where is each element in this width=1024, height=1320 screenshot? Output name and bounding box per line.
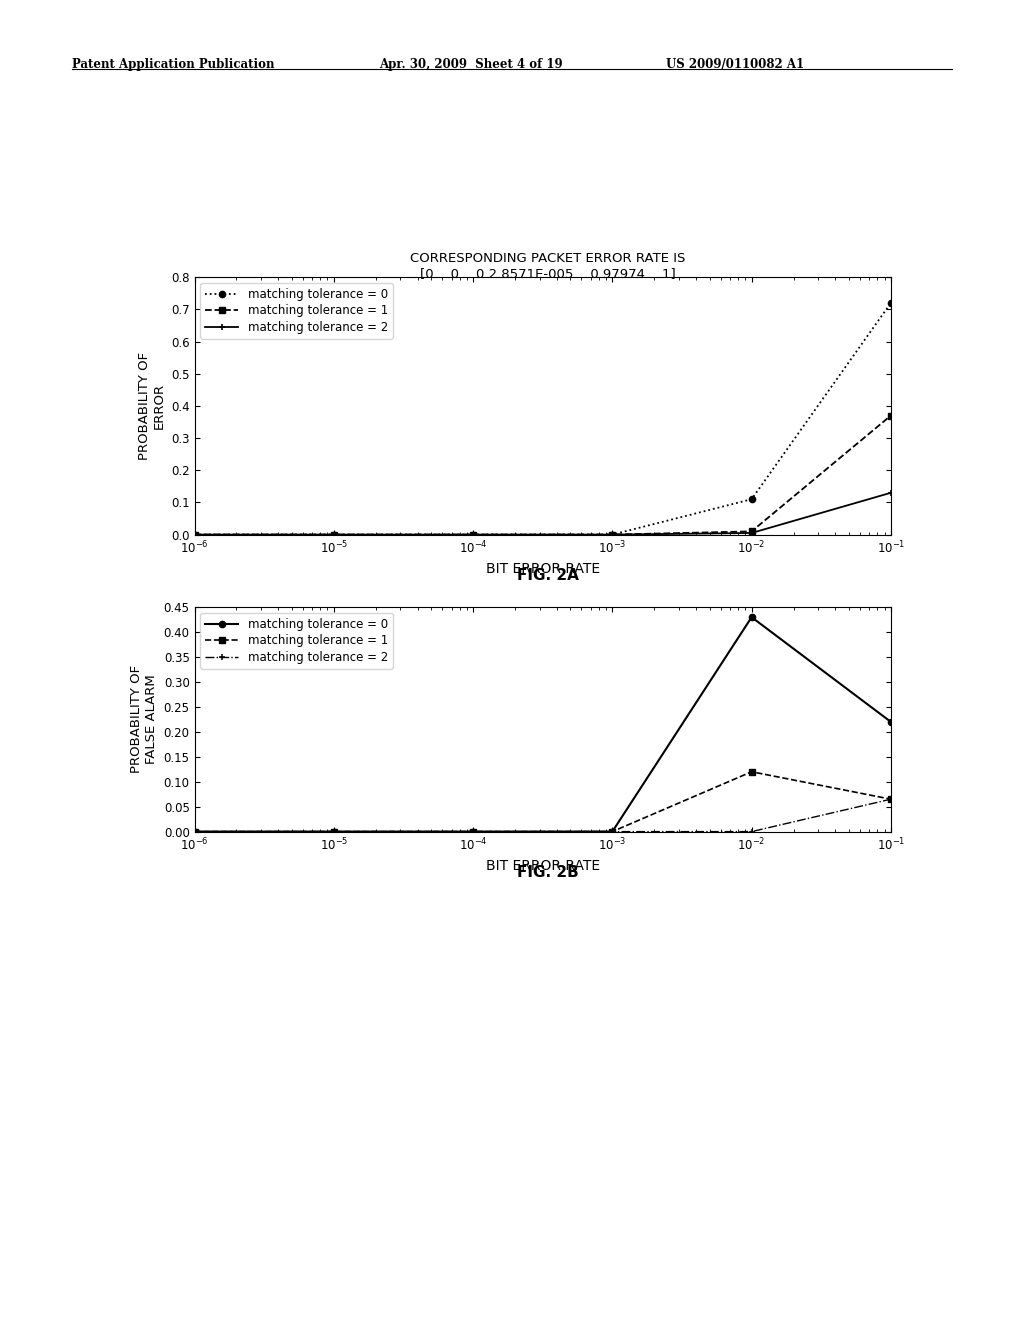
matching tolerance = 2 [467, 824, 479, 840]
Text: Patent Application Publication: Patent Application Publication [72, 58, 274, 71]
matching tolerance = 2 [328, 527, 340, 543]
Legend: matching tolerance = 0, matching tolerance = 1, matching tolerance = 2: matching tolerance = 0, matching toleran… [201, 282, 392, 339]
matching tolerance = 2 [606, 527, 618, 543]
matching tolerance = 2 [745, 525, 758, 541]
Text: Apr. 30, 2009  Sheet 4 of 19: Apr. 30, 2009 Sheet 4 of 19 [379, 58, 562, 71]
matching tolerance = 1 [467, 824, 479, 840]
matching tolerance = 1 [606, 527, 618, 543]
matching tolerance = 0 [885, 714, 897, 730]
Line: matching tolerance = 0: matching tolerance = 0 [191, 300, 894, 537]
matching tolerance = 2 [188, 824, 201, 840]
Text: CORRESPONDING PACKET ERROR RATE IS: CORRESPONDING PACKET ERROR RATE IS [411, 252, 685, 265]
matching tolerance = 0 [467, 527, 479, 543]
Y-axis label: PROBABILITY OF
FALSE ALARM: PROBABILITY OF FALSE ALARM [130, 665, 158, 774]
Line: matching tolerance = 2: matching tolerance = 2 [191, 490, 894, 539]
matching tolerance = 1 [885, 408, 897, 424]
matching tolerance = 0 [467, 824, 479, 840]
Text: US 2009/0110082 A1: US 2009/0110082 A1 [666, 58, 804, 71]
matching tolerance = 0 [328, 824, 340, 840]
Text: FIG. 2A: FIG. 2A [517, 568, 579, 582]
matching tolerance = 0 [606, 527, 618, 543]
Text: [0    0    0 2.8571E-005    0.97974    1]: [0 0 0 2.8571E-005 0.97974 1] [420, 267, 676, 280]
matching tolerance = 1 [606, 824, 618, 840]
matching tolerance = 2 [467, 527, 479, 543]
matching tolerance = 0 [745, 610, 758, 626]
matching tolerance = 0 [885, 296, 897, 312]
matching tolerance = 1 [745, 764, 758, 780]
matching tolerance = 1 [885, 791, 897, 807]
matching tolerance = 1 [328, 527, 340, 543]
matching tolerance = 0 [606, 824, 618, 840]
Y-axis label: PROBABILITY OF
ERROR: PROBABILITY OF ERROR [137, 352, 166, 459]
matching tolerance = 0 [328, 527, 340, 543]
matching tolerance = 1 [745, 524, 758, 540]
matching tolerance = 0 [188, 824, 201, 840]
matching tolerance = 2 [885, 484, 897, 500]
Text: FIG. 2B: FIG. 2B [517, 865, 579, 879]
matching tolerance = 1 [188, 824, 201, 840]
matching tolerance = 2 [745, 824, 758, 840]
X-axis label: BIT ERROR RATE: BIT ERROR RATE [485, 561, 600, 576]
matching tolerance = 0 [745, 491, 758, 507]
matching tolerance = 1 [467, 527, 479, 543]
matching tolerance = 2 [606, 824, 618, 840]
Line: matching tolerance = 0: matching tolerance = 0 [191, 614, 894, 834]
matching tolerance = 2 [328, 824, 340, 840]
matching tolerance = 2 [188, 527, 201, 543]
matching tolerance = 1 [188, 527, 201, 543]
matching tolerance = 0 [188, 527, 201, 543]
matching tolerance = 1 [328, 824, 340, 840]
Line: matching tolerance = 1: matching tolerance = 1 [191, 412, 894, 537]
matching tolerance = 2 [885, 791, 897, 807]
Line: matching tolerance = 2: matching tolerance = 2 [191, 796, 894, 836]
Legend: matching tolerance = 0, matching tolerance = 1, matching tolerance = 2: matching tolerance = 0, matching toleran… [201, 612, 392, 669]
Line: matching tolerance = 1: matching tolerance = 1 [191, 768, 894, 834]
X-axis label: BIT ERROR RATE: BIT ERROR RATE [485, 858, 600, 873]
